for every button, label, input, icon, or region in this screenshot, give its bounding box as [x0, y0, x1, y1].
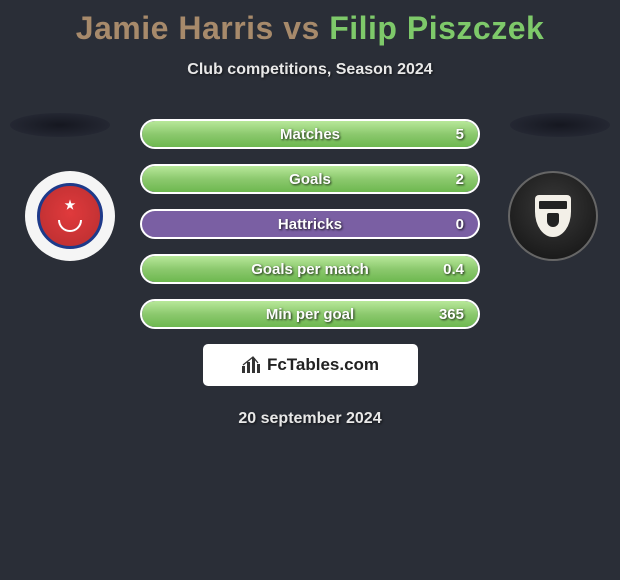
player1-name: Jamie Harris	[76, 10, 274, 46]
player2-pedestal-shadow	[510, 113, 610, 137]
stat-row: Goals 2	[140, 164, 480, 194]
player2-name: Filip Piszczek	[329, 10, 544, 46]
stat-label: Goals per match	[251, 261, 369, 278]
stat-label: Matches	[280, 126, 340, 143]
bohemian-crest-icon	[525, 188, 581, 244]
stat-value: 0.4	[443, 261, 464, 278]
comparison-panel: Matches 5 Goals 2 Hattricks 0 Goals per match 0…	[0, 119, 620, 428]
stat-value: 2	[456, 171, 464, 188]
stat-rows-container: Matches 5 Goals 2 Hattricks 0 Goals per match 0…	[140, 119, 480, 329]
drogheda-crest-icon	[37, 183, 103, 249]
stat-row: Min per goal 365	[140, 299, 480, 329]
stat-label: Hattricks	[278, 216, 342, 233]
source-logo: FcTables.com	[203, 344, 418, 386]
player1-pedestal-shadow	[10, 113, 110, 137]
stat-row: Hattricks 0	[140, 209, 480, 239]
stat-label: Min per goal	[266, 306, 354, 323]
stat-row: Goals per match 0.4	[140, 254, 480, 284]
vs-separator: vs	[274, 10, 329, 46]
source-logo-text: FcTables.com	[267, 355, 379, 375]
stat-value: 0	[456, 216, 464, 233]
bar-chart-icon	[241, 356, 263, 374]
player2-club-crest	[508, 171, 598, 261]
player1-club-crest	[25, 171, 115, 261]
page-title: Jamie Harris vs Filip Piszczek	[0, 0, 620, 47]
stat-value: 365	[439, 306, 464, 323]
footer-date: 20 september 2024	[0, 410, 620, 428]
stat-value: 5	[456, 126, 464, 143]
subtitle: Club competitions, Season 2024	[0, 61, 620, 79]
stat-row: Matches 5	[140, 119, 480, 149]
stat-label: Goals	[289, 171, 331, 188]
